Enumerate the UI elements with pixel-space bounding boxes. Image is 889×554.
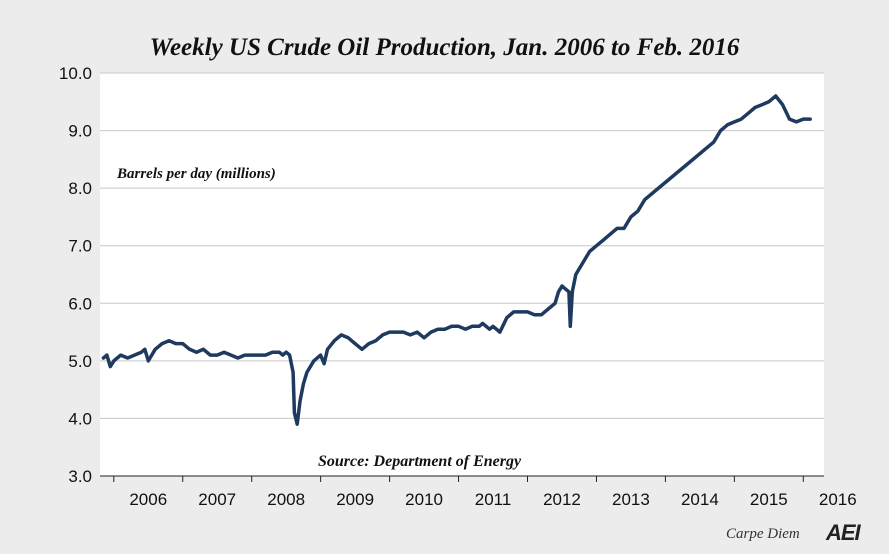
chart-title: Weekly US Crude Oil Production, Jan. 200… [149,34,740,61]
gridlines [100,72,824,419]
y-tick-label: 3.0 [68,467,92,486]
x-axis-tickmarks [113,476,804,482]
x-tick-label: 2009 [336,490,374,509]
x-tick-label: 2011 [475,490,512,509]
brand-text: Carpe Diem [726,526,800,542]
y-tick-label: 6.0 [68,294,92,313]
y-tick-label: 5.0 [68,352,92,371]
source-note: Source: Department of Energy [318,453,522,470]
x-tick-label: 2008 [267,490,305,509]
x-axis-ticks: 2006 2007 2008 2009 2010 2011 2012 2013 2014 2015… [129,490,856,509]
y-tick-label: 8.0 [68,179,92,198]
aei-logo: AEI [826,520,861,545]
y-axis-ticks: 10.0 9.0 8.0 7.0 6.0 5.0 4.0 3.0 [59,64,92,486]
y-tick-label: 9.0 [68,122,92,141]
y-tick-label: 10.0 [59,64,92,83]
y-tick-label: 7.0 [68,237,92,256]
x-tick-label: 2010 [405,490,443,509]
x-tick-label: 2014 [681,490,719,509]
y-tick-label: 4.0 [68,409,92,428]
series-line-oil-production [101,94,812,426]
x-tick-label: 2015 [750,490,788,509]
x-tick-label: 2013 [612,490,650,509]
x-tick-label: 2007 [198,490,236,509]
x-tick-label: 2006 [129,490,167,509]
plot-area [100,73,824,476]
x-tick-label: 2016 [819,490,857,509]
y-axis-label: Barrels per day (millions) [116,166,276,182]
x-tick-label: 2012 [543,490,581,509]
